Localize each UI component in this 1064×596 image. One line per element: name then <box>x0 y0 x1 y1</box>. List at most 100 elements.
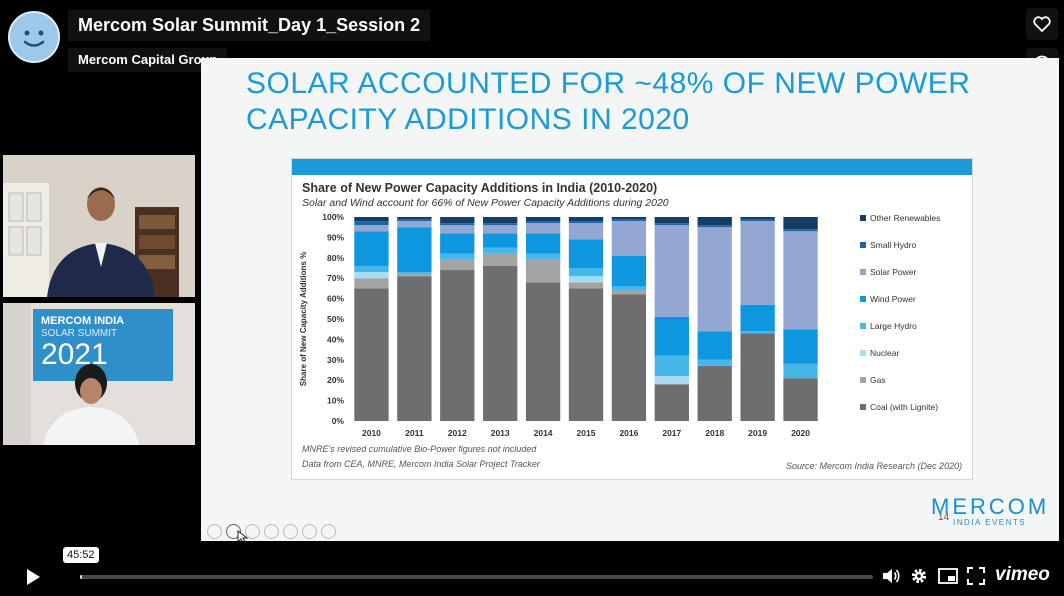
bar-segment <box>654 384 689 421</box>
volume-button[interactable] <box>880 566 902 586</box>
legend-swatch <box>860 215 866 221</box>
bar-segment <box>483 233 518 248</box>
chart-note-1: MNRE's revised cumulative Bio-Power figu… <box>302 444 537 454</box>
bar-segment <box>568 217 604 222</box>
mouse-cursor-icon <box>237 530 249 541</box>
bar-segment <box>397 272 432 275</box>
legend-label: Nuclear <box>870 348 899 358</box>
fullscreen-button[interactable] <box>965 566 987 586</box>
bar-segment <box>697 227 732 332</box>
x-tick-label: 2015 <box>577 428 596 438</box>
bar-segment <box>697 225 732 228</box>
bar-segment <box>611 294 647 421</box>
gear-icon <box>911 568 927 584</box>
bar-segment <box>783 231 818 330</box>
chart-source: Source: Mercom India Research (Dec 2020) <box>786 461 963 471</box>
y-tick-label: 90% <box>327 232 344 242</box>
bar-segment <box>397 276 432 421</box>
bar-segment <box>525 253 561 260</box>
speaker-2-video-frame <box>3 303 195 445</box>
picture-in-picture-button[interactable] <box>937 566 959 586</box>
y-tick-label: 70% <box>327 273 344 283</box>
bar-segment <box>354 272 389 279</box>
bar-segment <box>654 316 689 356</box>
slide-title-line-2: CAPACITY ADDITIONS IN 2020 <box>246 103 690 136</box>
avatar-face-icon <box>23 30 45 47</box>
y-tick-label: 60% <box>327 294 344 304</box>
stacked-bar-chart: 0% 10% 20% 30% 40% 50% 60% 70% 80% 90% 100% Share o… <box>299 212 940 438</box>
slide-copy-icon[interactable] <box>264 524 279 539</box>
bar-segment <box>783 217 818 230</box>
bar-segment <box>568 221 604 224</box>
current-time-label: 45:52 <box>63 547 99 563</box>
bar-segment <box>697 217 732 226</box>
bar-segment <box>783 378 818 421</box>
video-title[interactable]: Mercom Solar Summit_Day 1_Session 2 <box>68 10 431 41</box>
x-tick-label: 2018 <box>705 428 724 438</box>
slide-zoom-icon[interactable] <box>283 524 298 539</box>
x-tick-label: 2010 <box>362 428 381 438</box>
bar-segment <box>697 331 732 360</box>
bar-segment <box>654 217 689 224</box>
legend-swatch <box>860 404 866 410</box>
bar-segment <box>525 233 561 254</box>
bar-segment <box>568 288 604 421</box>
progress-bar[interactable] <box>80 575 873 579</box>
settings-button[interactable] <box>908 566 930 586</box>
bar-segment <box>654 223 689 226</box>
y-tick-label: 0% <box>332 416 345 426</box>
bar-segment <box>654 376 689 385</box>
channel-avatar[interactable] <box>8 11 60 63</box>
slide-title: SOLAR ACCOUNTED FOR ~48% OF NEW POWER CA… <box>246 66 1026 138</box>
y-tick-label: 80% <box>327 253 344 263</box>
bar-segment <box>611 221 647 256</box>
bar-segment <box>740 221 775 305</box>
slide-next-icon[interactable] <box>226 524 241 539</box>
video-owner[interactable]: Mercom Capital Group <box>68 48 228 72</box>
bar-segment <box>483 253 518 266</box>
bar-segment <box>568 223 604 240</box>
bar-segment <box>783 363 818 379</box>
x-tick-label: 2016 <box>619 428 638 438</box>
slide-pen-icon[interactable] <box>245 524 260 539</box>
bar-segment <box>611 255 647 287</box>
legend-label: Other Renewables <box>870 213 940 223</box>
bar-segment <box>568 282 604 289</box>
x-tick-label: 2011 <box>405 428 424 438</box>
like-button[interactable] <box>1026 8 1058 40</box>
bar-segment <box>654 225 689 317</box>
bar-segment <box>397 219 432 222</box>
y-tick-label: 10% <box>327 396 344 406</box>
speaker-webcam-2: MERCOM INDIA SOLAR SUMMIT 2021 <box>3 303 195 445</box>
slide-prev-icon[interactable] <box>207 524 222 539</box>
bar-segment <box>740 219 775 222</box>
heart-icon <box>1033 16 1051 32</box>
bar-segment <box>568 239 604 268</box>
bar-segment <box>397 221 432 228</box>
bar-segment <box>354 217 389 222</box>
legend-label: Coal (with Lignite) <box>870 402 938 412</box>
legend-label: Small Hydro <box>870 240 917 250</box>
bar-segment <box>783 229 818 232</box>
play-button[interactable] <box>20 564 46 590</box>
picture-in-picture-icon <box>938 568 958 584</box>
y-tick-label: 100% <box>322 212 344 222</box>
bar-segment <box>740 333 775 421</box>
bar-segment <box>611 217 647 220</box>
slide-screen-icon[interactable] <box>302 524 317 539</box>
y-axis-label: Share of New Capacity Additions % <box>299 252 308 386</box>
bar-segment <box>440 217 475 224</box>
bar-segment <box>697 359 732 366</box>
bar-segment <box>440 259 475 271</box>
fullscreen-icon <box>967 567 985 585</box>
slide-more-icon[interactable] <box>321 524 336 539</box>
bar-segment <box>568 268 604 277</box>
play-icon <box>27 569 40 585</box>
x-tick-label: 2017 <box>662 428 681 438</box>
x-tick-label: 2012 <box>448 428 467 438</box>
bar-segment <box>354 221 389 226</box>
mercom-logo: MERCOM <box>931 494 1050 519</box>
legend-swatch <box>860 296 866 302</box>
vimeo-logo[interactable]: vimeo <box>995 564 1050 585</box>
chart-header-bar <box>292 159 972 175</box>
